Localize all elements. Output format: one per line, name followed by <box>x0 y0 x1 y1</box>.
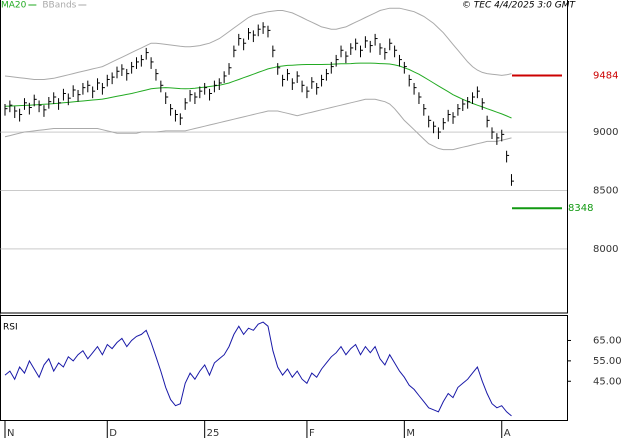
x-tick-label: F <box>309 428 315 439</box>
indicator-line <box>4 98 512 151</box>
rsi-title: RSI <box>3 323 18 333</box>
y-tick-label: 9000 <box>593 127 618 138</box>
legend-label[interactable]: BBands <box>42 1 76 11</box>
y-tick-label: 45.00 <box>593 376 622 387</box>
level-label: 9484 <box>593 70 618 81</box>
credit: © TEC 4/4/2025 3:0 GMT <box>462 1 577 11</box>
legend: MA20 BBands <box>1 1 87 11</box>
x-tick-label: M <box>406 428 415 439</box>
price-frame <box>0 0 568 314</box>
indicator-line <box>4 62 512 119</box>
y-tick-label: 8500 <box>593 185 618 196</box>
legend-label[interactable]: MA20 <box>1 1 27 11</box>
y-tick-label: 65.00 <box>593 335 622 346</box>
y-tick-label: 8000 <box>593 244 618 255</box>
x-tick-label: D <box>109 428 117 439</box>
level-label: 8348 <box>568 203 593 214</box>
indicator-line <box>4 7 512 80</box>
x-tick-label: 25 <box>207 428 220 439</box>
x-tick-label: A <box>504 428 511 439</box>
rsi-line <box>4 321 512 417</box>
x-tick-label: N <box>7 428 14 439</box>
rsi-frame <box>0 315 568 421</box>
y-tick-label: 55.00 <box>593 356 622 367</box>
